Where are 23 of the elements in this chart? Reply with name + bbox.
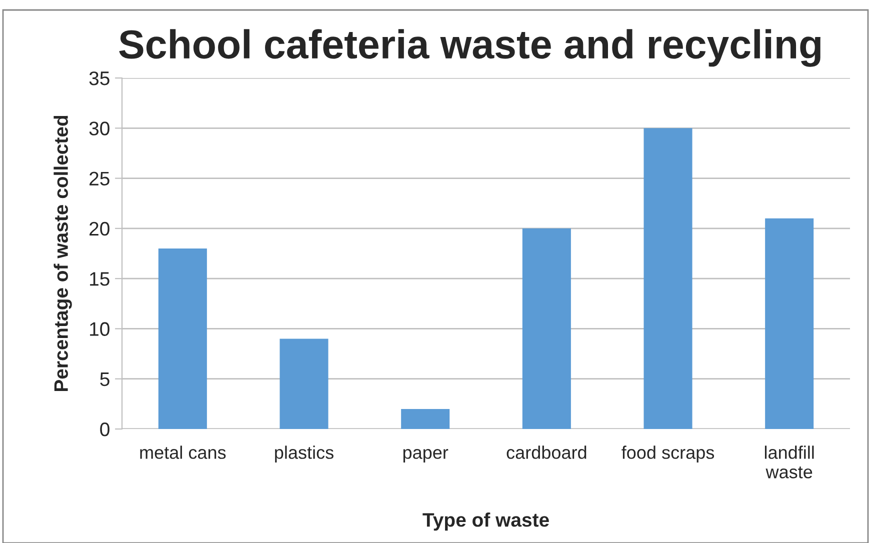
y-tick-label: 0 xyxy=(100,422,110,436)
x-axis-title: Type of waste xyxy=(422,512,549,531)
y-tick-label: 15 xyxy=(90,272,110,286)
y-tick-label: 25 xyxy=(90,172,110,186)
y-tick-label: 20 xyxy=(90,222,110,236)
bar xyxy=(401,408,450,429)
x-tick-label: metal cans xyxy=(140,446,226,459)
x-tick-label: paper xyxy=(403,449,448,462)
x-tick-label: food scraps xyxy=(622,446,714,462)
y-tick-label: 10 xyxy=(90,322,110,336)
x-tick-label: cardboard xyxy=(506,446,586,459)
bar xyxy=(280,338,328,429)
x-tick-label: plastics xyxy=(275,446,334,462)
y-axis-title: Percentage of waste collected xyxy=(54,116,72,392)
bar xyxy=(765,218,814,429)
chart-title: School cafeteria waste and recycling xyxy=(119,29,820,67)
y-tick-label: 30 xyxy=(89,122,110,136)
y-tick-label: 35 xyxy=(89,71,110,86)
bar xyxy=(522,228,571,429)
y-tick-label: 5 xyxy=(100,372,110,386)
bar xyxy=(158,248,207,429)
x-tick-label: landfill waste xyxy=(764,446,814,478)
bar xyxy=(644,128,692,429)
